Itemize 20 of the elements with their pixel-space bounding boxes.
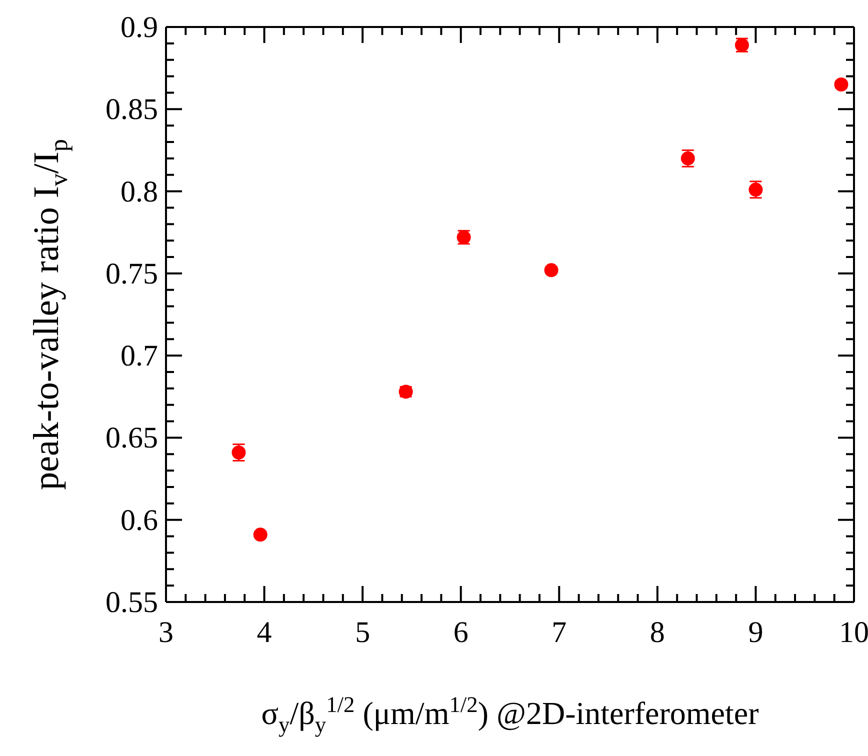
y-tick-label: 0.75 bbox=[106, 257, 158, 290]
x-tick-label: 4 bbox=[256, 616, 272, 649]
y-tick-label: 0.65 bbox=[106, 422, 158, 455]
x-tick-label: 8 bbox=[650, 616, 665, 649]
point bbox=[253, 528, 268, 542]
y-tick-label: 0.8 bbox=[120, 175, 158, 208]
x-tick-label: 7 bbox=[552, 616, 567, 649]
x-tick-label: 3 bbox=[158, 616, 174, 649]
x-tick-label: 9 bbox=[748, 616, 764, 649]
x-axis-title: σ$_{y}$/β$_{y}$$^{1/2}$ (μm/m$^{1/2}$) @2D-interferometer bbox=[261, 692, 760, 737]
y-tick-label: 0.9 bbox=[120, 11, 158, 44]
y-tick-label: 0.6 bbox=[120, 504, 158, 537]
y-tick-label: 0.55 bbox=[106, 586, 158, 619]
x-tick-label: 5 bbox=[355, 616, 370, 649]
x-tick-label: 6 bbox=[453, 616, 468, 649]
y-tick-label: 0.7 bbox=[120, 340, 158, 373]
y-tick-label: 0.85 bbox=[106, 93, 158, 126]
x-tick-label: 10 bbox=[839, 616, 868, 649]
point bbox=[834, 78, 848, 92]
point bbox=[544, 263, 558, 278]
